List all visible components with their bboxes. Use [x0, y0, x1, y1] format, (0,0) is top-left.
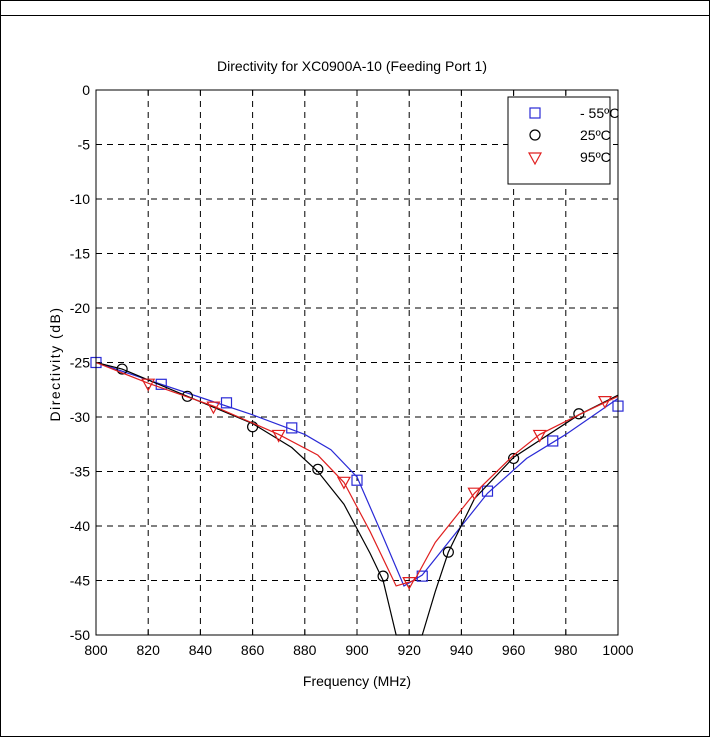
data-point-circle	[181, 390, 193, 402]
y-tick-label: -10	[70, 191, 90, 207]
top-border-line	[0, 15, 710, 16]
plot-area-border	[95, 89, 619, 636]
data-point-circle	[573, 408, 585, 420]
series-line	[95, 361, 619, 587]
x-tick-label: 980	[554, 642, 578, 658]
y-tick-label: -35	[70, 464, 90, 480]
legend-marker-square	[529, 107, 541, 119]
data-point-triangle	[467, 487, 482, 501]
chart-legend: - 55ºC 25ºC 95ºC	[507, 96, 619, 185]
y-tick-label: -5	[78, 137, 91, 153]
x-tick-label: 880	[293, 642, 317, 658]
y-tick-label: -15	[70, 246, 90, 262]
data-point-circle	[507, 452, 520, 465]
series-layer	[90, 356, 624, 636]
x-tick-label: 940	[450, 642, 474, 658]
series-line	[95, 361, 619, 587]
y-tick-label: -25	[70, 355, 90, 371]
data-point-circle	[442, 546, 454, 558]
data-point-triangle	[271, 429, 286, 443]
x-tick-label: 900	[345, 642, 369, 658]
x-tick-label: 820	[137, 642, 161, 658]
series-circle	[95, 361, 619, 636]
legend-box	[507, 96, 611, 185]
axis-ticks: 800 820 840 860 880 900 920 940 960 980 1000 0 -5 -10…	[70, 82, 634, 658]
data-point-square	[481, 485, 494, 497]
x-tick-label: 860	[241, 642, 265, 658]
data-point-triangle	[402, 576, 417, 590]
data-point-square	[155, 378, 167, 390]
data-point-square	[220, 397, 233, 409]
chart-title: Directivity for XC0900A-10 (Feeding Port…	[217, 58, 487, 74]
legend-marker-circle	[529, 129, 541, 141]
data-point-circle	[116, 363, 128, 375]
legend-label: 25ºC	[580, 127, 611, 143]
x-tick-label: 1000	[602, 642, 633, 658]
y-tick-label: -30	[70, 409, 90, 425]
data-point-circle	[377, 570, 389, 582]
y-tick-label: -45	[70, 573, 90, 589]
data-point-circle	[247, 421, 259, 433]
data-point-triangle	[206, 401, 221, 415]
data-point-square	[547, 435, 559, 447]
x-tick-label: 960	[502, 642, 526, 658]
y-tick-label: 0	[82, 82, 90, 98]
legend-marker-triangle	[527, 152, 543, 166]
data-point-circle	[312, 463, 324, 475]
legend-label: 95ºC	[580, 149, 611, 165]
y-tick-label: -50	[70, 627, 90, 643]
data-point-triangle	[532, 429, 547, 443]
x-tick-label: 920	[398, 642, 422, 658]
series-triangle	[95, 361, 619, 590]
x-tick-label: 840	[189, 642, 213, 658]
data-point-triangle	[336, 476, 351, 490]
data-point-triangle	[141, 378, 156, 392]
series-line	[95, 361, 619, 636]
x-axis-label: Frequency (MHz)	[303, 673, 411, 689]
y-tick-label: -40	[70, 518, 90, 534]
chart-grid	[96, 90, 618, 635]
y-axis-label: Directivity (dB)	[47, 306, 63, 421]
data-point-triangle	[597, 396, 612, 409]
legend-label: - 55ºC	[580, 105, 619, 121]
x-tick-label: 800	[84, 642, 108, 658]
y-tick-label: -20	[70, 300, 90, 316]
data-point-square	[351, 474, 363, 486]
data-point-square	[286, 422, 298, 434]
